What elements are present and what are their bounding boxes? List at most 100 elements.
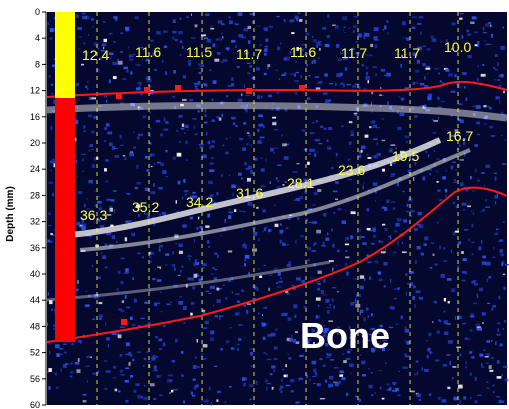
speckle-dot bbox=[460, 182, 464, 187]
speckle-dot bbox=[178, 243, 183, 247]
speckle-dot bbox=[188, 62, 192, 66]
speckle-dot bbox=[467, 33, 472, 36]
speckle-dot bbox=[114, 155, 120, 158]
speckle-dot bbox=[473, 283, 478, 286]
speckle-dot bbox=[295, 331, 298, 333]
speckle-dot bbox=[475, 105, 481, 109]
speckle-dot bbox=[436, 158, 440, 160]
speckle-dot bbox=[362, 242, 367, 245]
speckle-dot bbox=[312, 204, 316, 206]
speckle-dot bbox=[306, 97, 311, 100]
speckle-dot bbox=[491, 33, 494, 38]
speckle-dot bbox=[160, 162, 164, 166]
speckle-dot bbox=[252, 20, 255, 24]
speckle-dot bbox=[199, 143, 204, 146]
speckle-dot bbox=[190, 302, 195, 305]
speckle-dot bbox=[485, 23, 489, 27]
speckle-dot bbox=[105, 180, 109, 183]
depth-axis-label: Depth (mm) bbox=[5, 186, 16, 242]
speckle-dot bbox=[404, 355, 409, 358]
speckle-dot bbox=[300, 235, 304, 238]
speckle-dot bbox=[504, 264, 509, 266]
speckle-dot bbox=[59, 353, 63, 356]
speckle-dot bbox=[390, 278, 392, 283]
speckle-dot bbox=[214, 268, 218, 271]
speckle-dot bbox=[476, 121, 481, 125]
depth-tick-label: 44 bbox=[30, 295, 40, 305]
speckle-dot bbox=[469, 329, 473, 332]
speckle-dot bbox=[463, 396, 467, 400]
speckle-dot bbox=[267, 66, 269, 70]
speckle-dot bbox=[463, 209, 465, 211]
speckle-dot bbox=[288, 261, 291, 265]
speckle-dot bbox=[144, 211, 146, 215]
speckle-dot bbox=[95, 68, 100, 73]
speckle-dot bbox=[173, 284, 178, 288]
speckle-dot bbox=[228, 215, 232, 220]
trace-marker bbox=[299, 85, 305, 91]
speckle-dot bbox=[92, 26, 94, 28]
speckle-dot bbox=[362, 185, 364, 190]
speckle-dot bbox=[306, 259, 311, 262]
speckle-dot bbox=[260, 157, 263, 159]
speckle-dot bbox=[184, 132, 186, 134]
speckle-dot bbox=[422, 176, 426, 181]
speckle-dot bbox=[192, 191, 196, 194]
speckle-dot bbox=[212, 43, 216, 48]
speckle-dot bbox=[452, 201, 456, 204]
speckle-dot bbox=[78, 340, 82, 343]
speckle-dot bbox=[450, 135, 455, 137]
speckle-dot bbox=[172, 156, 176, 160]
speckle-dot bbox=[475, 168, 477, 173]
speckle-dot bbox=[386, 199, 390, 204]
speckle-dot bbox=[373, 155, 377, 159]
speckle-dot bbox=[82, 170, 85, 172]
speckle-dot bbox=[231, 39, 236, 43]
speckle-dot bbox=[501, 263, 504, 267]
speckle-dot bbox=[149, 252, 155, 255]
speckle-dot bbox=[273, 147, 279, 149]
speckle-dot bbox=[203, 37, 209, 39]
speckle-dot bbox=[277, 272, 281, 276]
speckle-dot bbox=[415, 360, 419, 363]
speckle-dot bbox=[308, 75, 311, 77]
speckle-dot bbox=[153, 183, 155, 187]
speckle-dot bbox=[113, 209, 116, 213]
speckle-dot bbox=[181, 196, 184, 200]
speckle-dot bbox=[488, 106, 492, 110]
speckle-dot bbox=[94, 204, 97, 207]
speckle-dot bbox=[252, 227, 256, 229]
speckle-dot bbox=[86, 208, 90, 210]
speckle-dot bbox=[173, 267, 176, 271]
speckle-dot bbox=[337, 331, 339, 336]
speckle-dot bbox=[286, 227, 289, 229]
speckle-dot bbox=[189, 99, 194, 102]
upper-boundary-trace bbox=[46, 80, 508, 98]
speckle-dot bbox=[401, 54, 404, 57]
speckle-dot bbox=[179, 54, 182, 56]
speckle-dot bbox=[222, 59, 228, 62]
speckle-dot bbox=[284, 181, 287, 183]
speckle-dot bbox=[259, 125, 262, 127]
speckle-dot bbox=[250, 170, 254, 174]
speckle-dot bbox=[220, 37, 222, 42]
speckle-dot bbox=[474, 376, 477, 381]
speckle-dot bbox=[294, 314, 297, 318]
speckle-dot bbox=[449, 361, 452, 365]
speckle-dot bbox=[439, 319, 442, 322]
speckle-dot bbox=[486, 340, 491, 343]
speckle-dot bbox=[470, 21, 475, 24]
speckle-dot bbox=[363, 35, 366, 39]
speckle-dot bbox=[315, 120, 318, 123]
speckle-dot bbox=[73, 160, 78, 164]
speckle-dot bbox=[371, 349, 375, 353]
speckle-dot bbox=[485, 362, 489, 364]
speckle-dot bbox=[265, 158, 267, 162]
speckle-dot bbox=[134, 186, 138, 190]
speckle-dot bbox=[219, 316, 221, 320]
depth-tick-label: 8 bbox=[35, 59, 40, 69]
speckle-dot bbox=[485, 164, 491, 169]
speckle-dot bbox=[414, 162, 417, 166]
speckle-dot bbox=[120, 257, 125, 260]
speckle-dot bbox=[192, 365, 197, 369]
